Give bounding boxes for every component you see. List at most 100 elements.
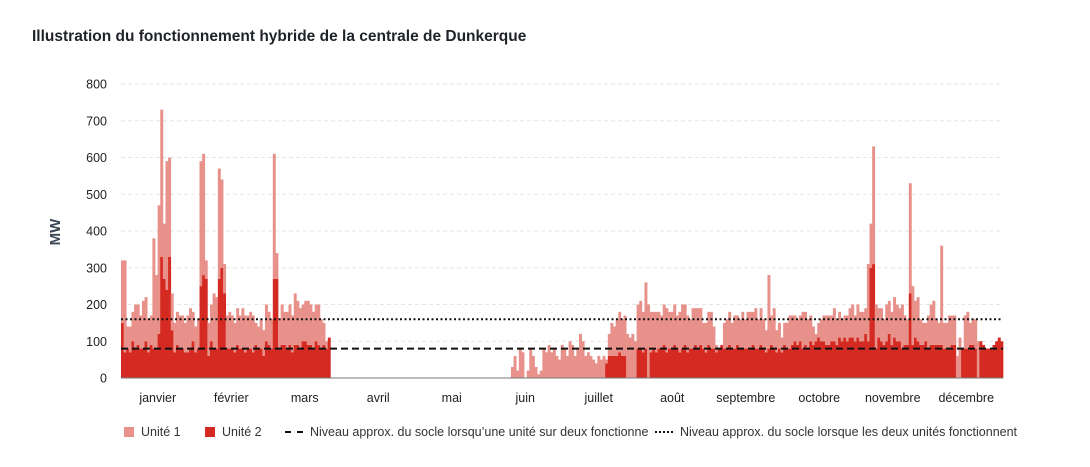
bar-unite-1 [623, 315, 627, 356]
bar-unite-2 [220, 267, 224, 378]
bar-unite-1 [191, 311, 195, 342]
bar-unite-1 [793, 315, 797, 342]
bar-unite-1 [874, 304, 878, 349]
bar-unite-2 [230, 348, 234, 378]
bar-unite-1 [605, 359, 609, 364]
bar-unite-2 [665, 352, 669, 378]
bar-unite-2 [942, 348, 946, 378]
bar-unite-2 [678, 352, 682, 378]
bar-unite-2 [209, 341, 213, 378]
bar-unite-2 [859, 341, 863, 378]
bar-unite-1 [537, 374, 541, 378]
bar-unite-1 [783, 322, 787, 345]
bar-unite-2 [314, 341, 318, 378]
bar-unite-1 [953, 315, 957, 345]
bar-unite-2 [170, 330, 174, 378]
bar-unite-2 [890, 344, 894, 378]
bar-unite-2 [992, 344, 996, 378]
bar-unite-1 [796, 319, 800, 345]
bar-unite-1 [859, 311, 863, 342]
bar-unite-1 [921, 322, 925, 345]
bar-unite-2 [325, 348, 329, 378]
y-axis-label: MW [47, 218, 64, 245]
bar-unite-2 [788, 348, 792, 378]
bar-unite-2 [141, 348, 145, 378]
bar-unite-2 [162, 278, 166, 378]
bar-unite-2 [189, 348, 193, 378]
grid [121, 83, 1003, 342]
bar-unite-1 [942, 322, 946, 349]
bar-unite-1 [866, 264, 870, 342]
bar-unite-1 [709, 311, 713, 349]
bar-unite-2 [144, 341, 148, 378]
bar-unite-1 [749, 311, 753, 349]
bar-unite-1 [903, 315, 907, 345]
bar-unite-1 [924, 322, 928, 342]
bar-unite-1 [641, 311, 645, 353]
bar-unite-1 [573, 355, 577, 378]
bar-unite-1 [592, 359, 596, 378]
bar-unite-1 [597, 355, 601, 378]
bar-unite-1 [121, 260, 124, 323]
legend-item-socle-deux-unites: Niveau approx. du socle lorsque les deux… [655, 425, 1017, 439]
bar-unite-1 [633, 341, 637, 378]
legend-item-socle-une-unite: Niveau approx. du socle lorsqu’une unité… [285, 425, 648, 439]
bar-unite-1 [534, 366, 538, 378]
bar-unite-2 [756, 348, 760, 378]
bar-unite-1 [272, 153, 276, 279]
bar-unite-1 [798, 315, 802, 342]
bar-unite-2 [927, 348, 931, 378]
bar-unite-2 [736, 344, 740, 378]
bar-unite-2 [940, 344, 944, 378]
bar-unite-1 [631, 333, 635, 378]
bar-unite-2 [759, 344, 763, 378]
bar-unite-1 [165, 161, 169, 290]
bar-unite-1 [741, 311, 745, 349]
bar-unite-2 [202, 275, 206, 378]
bar-unite-2 [908, 293, 912, 378]
bar-unite-2 [244, 352, 247, 378]
bar-unite-2 [160, 256, 164, 378]
bar-unite-1 [293, 293, 297, 345]
bar-unite-1 [974, 319, 978, 349]
bar-unite-1 [309, 304, 313, 345]
bar-unite-1 [814, 333, 818, 342]
bar-unite-2 [283, 344, 287, 378]
bar-unite-1 [785, 322, 789, 349]
bar-unite-1 [644, 282, 648, 349]
bar-unite-2 [971, 344, 975, 378]
bar-unite-1 [736, 315, 740, 345]
bar-unite-2 [246, 348, 250, 378]
bar-unite-2 [982, 344, 986, 378]
bar-unite-1 [325, 341, 329, 349]
bar-unite-2 [879, 341, 883, 378]
bar-unite-1 [869, 223, 873, 268]
bar-unite-1 [652, 311, 656, 349]
bar-unite-1 [589, 355, 593, 378]
bar-unite-2 [175, 344, 179, 378]
bar-unite-1 [602, 355, 606, 378]
bar-unite-2 [165, 289, 169, 378]
bar-unite-2 [869, 267, 873, 378]
bar-unite-2 [152, 348, 156, 378]
bar-unite-2 [780, 352, 784, 378]
bar-unite-2 [877, 337, 881, 378]
bar-unite-1 [950, 315, 954, 345]
bar-unite-1 [743, 319, 747, 349]
bar-unite-2 [715, 352, 719, 378]
legend-dashed-line [285, 431, 303, 433]
bar-unite-2 [995, 341, 999, 378]
bar-unite-2 [199, 286, 203, 378]
bar-unite-2 [825, 344, 828, 378]
bar-unite-2 [128, 352, 132, 378]
legend-swatch-unite-1 [124, 427, 134, 437]
bar-unite-1 [775, 330, 779, 353]
bar-unite-1 [804, 311, 808, 345]
bar-unite-1 [288, 304, 292, 345]
bar-unite-2 [251, 352, 255, 378]
bar-unite-1 [510, 366, 514, 378]
y-tick-label: 0 [100, 372, 107, 386]
bar-unite-1 [882, 319, 886, 345]
bar-unite-1 [681, 304, 685, 349]
bar-unite-1 [819, 319, 823, 342]
